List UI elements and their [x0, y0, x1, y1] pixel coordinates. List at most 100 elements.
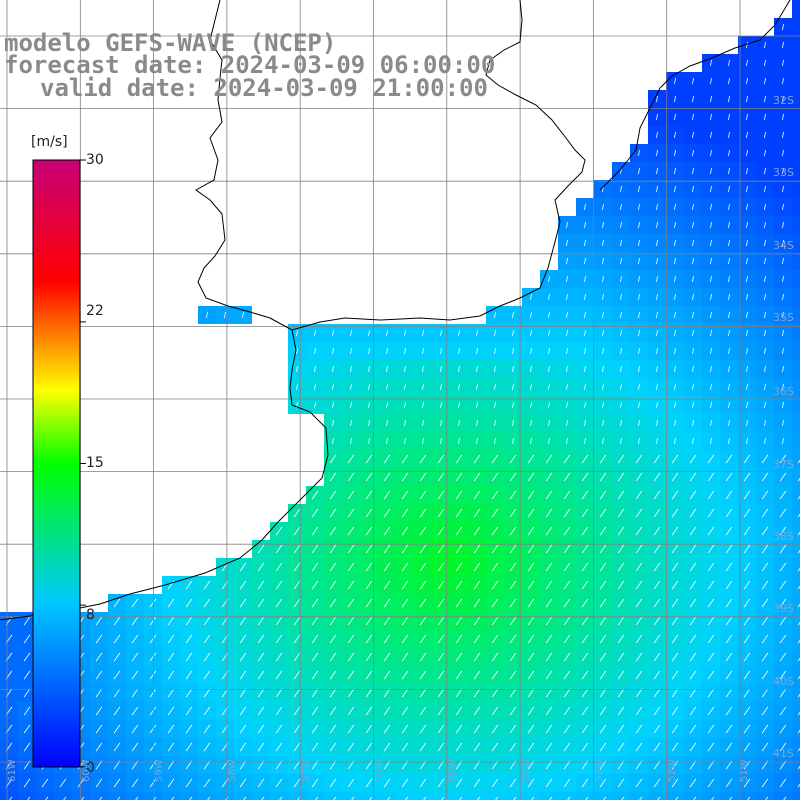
wind-arrow: [635, 688, 643, 698]
wind-arrow: [584, 203, 586, 211]
wind-arrow: [383, 652, 391, 662]
wind-arrow: [656, 437, 658, 445]
wind-arrow: [419, 562, 427, 572]
wind-arrow: [275, 562, 283, 572]
wind-arrow: [401, 724, 409, 734]
wind-cell: [522, 792, 540, 800]
wind-arrow: [728, 77, 730, 85]
wind-arrow: [764, 401, 766, 409]
wind-arrow: [728, 257, 730, 265]
wind-arrow: [743, 670, 751, 680]
wind-arrow: [602, 239, 604, 247]
wind-arrow: [473, 706, 481, 716]
wind-arrow: [566, 347, 568, 355]
wind-arrow: [782, 41, 784, 49]
wind-arrow: [545, 490, 553, 500]
wind-arrow: [203, 634, 211, 644]
wind-arrow: [728, 275, 730, 283]
wind-arrow: [491, 688, 499, 698]
wind-arrow: [473, 634, 481, 644]
wind-arrow: [725, 724, 733, 734]
wind-arrow: [797, 531, 800, 536]
wind-arrow: [95, 634, 103, 644]
wind-arrow: [563, 490, 571, 500]
wind-arrow: [530, 293, 532, 301]
wind-arrow: [386, 419, 388, 427]
wind-arrow: [203, 742, 211, 752]
wind-arrow: [149, 706, 157, 716]
wind-arrow: [239, 706, 247, 716]
wind-arrow: [404, 437, 406, 445]
wind-arrow: [764, 347, 766, 355]
wind-arrow: [693, 796, 697, 800]
wind-arrow: [383, 580, 391, 590]
wind-arrow: [743, 508, 751, 518]
wind-arrow: [365, 580, 373, 590]
wind-arrow: [329, 616, 337, 626]
wind-arrow: [689, 454, 697, 464]
wind-arrow: [653, 472, 661, 482]
wind-arrow: [779, 580, 787, 590]
wind-arrow: [725, 742, 733, 752]
wind-cell: [684, 792, 702, 800]
wind-arrow: [530, 311, 532, 319]
wind-arrow: [239, 742, 247, 752]
wind-arrow: [656, 167, 658, 175]
wind-arrow: [620, 383, 622, 391]
wind-arrow: [419, 688, 427, 698]
wind-arrow: [764, 365, 766, 373]
wind-arrow: [386, 365, 388, 373]
wind-arrow: [491, 472, 499, 482]
wind-arrow: [710, 149, 712, 157]
wind-arrow: [293, 526, 301, 536]
wind-cell: [792, 234, 800, 252]
wind-arrow: [638, 221, 640, 229]
wind-arrow: [620, 257, 622, 265]
wind-arrow: [746, 257, 748, 265]
wind-arrow: [764, 329, 766, 337]
wind-arrow: [602, 311, 604, 319]
wind-arrow: [419, 544, 427, 554]
wind-arrow: [459, 796, 463, 800]
wind-arrow: [599, 544, 607, 554]
forecast-date: forecast date: 2024-03-09 06:00:00: [4, 51, 496, 79]
wind-arrow: [743, 472, 751, 482]
colorbar-tick-0: 0: [86, 760, 95, 776]
wind-arrow: [509, 580, 517, 590]
wind-arrow: [401, 616, 409, 626]
wind-arrow: [617, 472, 625, 482]
wind-arrow: [581, 472, 589, 482]
wind-arrow: [638, 437, 640, 445]
wind-arrow: [509, 598, 517, 608]
wind-arrow: [131, 616, 139, 626]
wind-arrow: [185, 580, 193, 590]
wind-arrow: [710, 167, 712, 175]
wind-arrow: [203, 706, 211, 716]
wind-cell: [792, 216, 800, 234]
wind-arrow: [692, 311, 694, 319]
wind-arrow: [135, 796, 139, 800]
wind-arrow: [476, 437, 478, 445]
lat-label: 34S: [773, 239, 794, 252]
wind-arrow: [761, 544, 769, 554]
wind-arrow: [746, 185, 748, 193]
colorbar: [32, 159, 81, 768]
wind-arrow: [710, 239, 712, 247]
wind-arrow: [671, 688, 679, 698]
wind-arrow: [419, 652, 427, 662]
wind-arrow: [149, 616, 157, 626]
wind-arrow: [725, 652, 733, 662]
wind-arrow: [707, 778, 715, 788]
wind-cell: [720, 792, 738, 800]
wind-arrow: [656, 131, 658, 139]
wind-arrow: [473, 544, 481, 554]
wind-arrow: [746, 59, 748, 67]
wind-arrow: [581, 580, 589, 590]
lat-label: 32S: [773, 94, 794, 107]
wind-arrow: [584, 437, 586, 445]
wind-arrow: [728, 365, 730, 373]
wind-arrow: [779, 598, 787, 608]
wind-arrow: [635, 706, 643, 716]
wind-arrow: [311, 580, 319, 590]
wind-arrow: [635, 508, 643, 518]
